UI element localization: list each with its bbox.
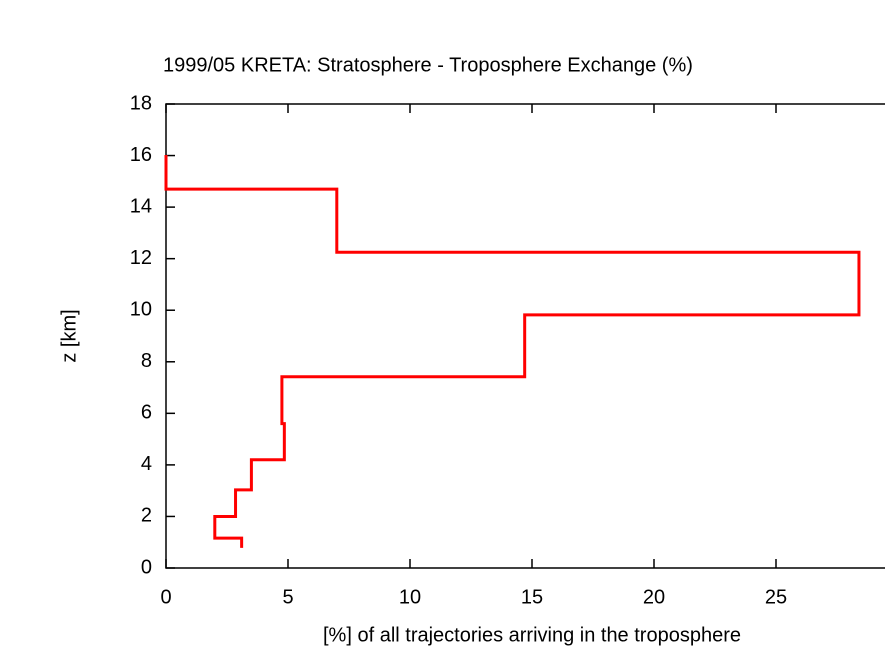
- x-axis-label: [%] of all trajectories arriving in the …: [323, 624, 741, 646]
- x-tick-label: 5: [282, 586, 293, 608]
- x-tick-label: 15: [521, 586, 543, 608]
- y-tick-label: 16: [130, 144, 152, 166]
- x-tick-label: 25: [765, 586, 787, 608]
- y-tick-label: 6: [141, 402, 152, 424]
- y-tick-label: 2: [141, 505, 152, 527]
- y-tick-label: 0: [141, 556, 152, 578]
- y-tick-label: 14: [130, 195, 152, 217]
- x-tick-label: 10: [399, 586, 421, 608]
- y-tick-label: 4: [141, 453, 152, 475]
- y-tick-label: 18: [130, 92, 152, 114]
- x-tick-label: 0: [160, 586, 171, 608]
- profile-line: [164, 155, 861, 548]
- y-axis-label: z [km]: [58, 309, 80, 362]
- y-tick-label: 12: [130, 247, 152, 269]
- x-tick-label: 20: [643, 586, 665, 608]
- chart-title: 1999/05 KRETA: Stratosphere - Tropospher…: [163, 54, 693, 76]
- y-tick-label: 10: [130, 299, 152, 321]
- y-tick-label: 8: [141, 350, 152, 372]
